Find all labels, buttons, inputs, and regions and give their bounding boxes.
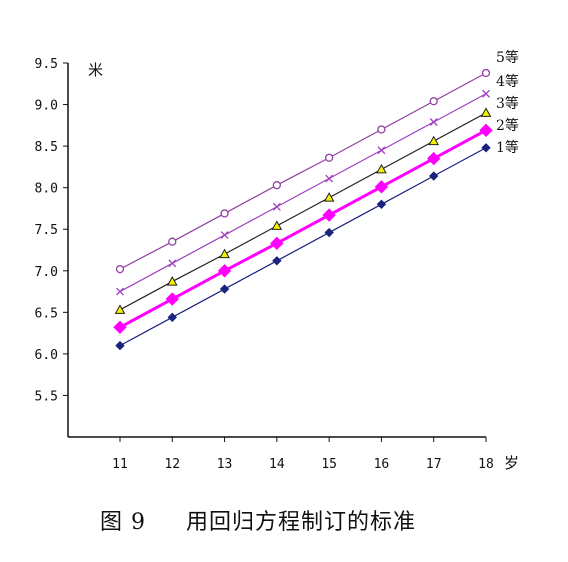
series-1-point <box>219 284 230 294</box>
series-5-point <box>168 237 177 246</box>
x-tick-label: 14 <box>269 457 285 472</box>
series-4-point <box>116 287 124 296</box>
caption-prefix: 图 <box>100 510 124 535</box>
axes: 5.5 6.0 6.5 7.0 7.5 8.0 8.5 9.0 9.5 11 12 13 14 15 16 1… <box>35 57 494 472</box>
marker-stroke <box>377 146 386 155</box>
x-tick-label: 16 <box>374 457 390 472</box>
y-tick-label: 6.5 <box>35 306 58 321</box>
series-2-point <box>322 208 336 222</box>
caption-text: 用回归方程制订的标准 <box>186 510 417 535</box>
series-1-point <box>376 199 387 209</box>
series-4-line <box>119 93 487 293</box>
series-3-point <box>376 163 387 174</box>
series-1-point <box>429 171 439 181</box>
y-tick-label: 8.5 <box>35 140 58 155</box>
marker-stroke <box>429 118 438 126</box>
series-3-point <box>428 135 440 146</box>
line-chart: 5.5 6.0 6.5 7.0 7.5 8.0 8.5 9.0 9.5 11 12 13 14 15 16 1… <box>35 49 520 472</box>
series-1-point <box>167 312 177 323</box>
series-5-point <box>377 125 386 134</box>
series-1-point <box>481 143 491 153</box>
series-2-point <box>270 236 284 251</box>
series-5-point <box>272 181 282 190</box>
legend-label: 1等 <box>496 139 519 156</box>
legend: 1等 2等 3等 4等 5等 <box>496 49 519 156</box>
y-tick-label: 6.0 <box>35 348 58 363</box>
x-axis-label: 岁 <box>504 454 519 472</box>
marker-stroke <box>482 89 490 98</box>
series-5-line <box>119 72 487 270</box>
series-2-point <box>113 320 127 335</box>
series-3-point <box>114 304 126 314</box>
series-2-point <box>217 264 232 278</box>
series-4-point <box>168 259 177 268</box>
figure-caption: 图 9 用回归方程制订的标准 <box>100 504 520 536</box>
legend-label: 2等 <box>496 117 519 134</box>
series-3-point <box>219 248 230 259</box>
marker-stroke <box>116 287 124 296</box>
series-5-point <box>324 153 334 162</box>
series-5-point <box>481 68 491 78</box>
x-tick-label: 12 <box>164 457 180 472</box>
series-2-point <box>427 151 441 166</box>
marker-stroke <box>325 174 334 183</box>
y-tick-label: 9.5 <box>35 57 58 72</box>
y-tick-label: 9.0 <box>35 99 58 114</box>
x-tick-label: 15 <box>321 457 337 472</box>
series-2-line <box>119 129 487 329</box>
series-2-point <box>165 292 179 306</box>
series-3-point <box>480 107 492 117</box>
y-tick-label: 5.5 <box>35 389 58 404</box>
series-4-point <box>482 89 490 98</box>
legend-label: 3等 <box>496 95 519 112</box>
x-tick-label: 18 <box>478 457 494 472</box>
series-3-line <box>119 112 487 311</box>
x-tick-label: 17 <box>426 457 442 472</box>
caption-number: 9 <box>131 510 147 535</box>
legend-label: 4等 <box>496 73 519 90</box>
marker-stroke <box>220 231 229 239</box>
y-tick-label: 7.5 <box>35 223 58 238</box>
series-3-point <box>166 276 178 286</box>
series-3-point <box>271 220 283 230</box>
series-5-point <box>115 264 125 274</box>
marker-stroke <box>272 202 281 211</box>
y-tick-label: 8.0 <box>35 182 58 197</box>
series-2-point <box>479 123 493 138</box>
series-4-point <box>325 174 334 183</box>
series-4-point <box>429 118 438 126</box>
series-5-point <box>429 97 438 106</box>
series-4-point <box>220 231 229 239</box>
series-group <box>113 68 493 351</box>
series-2-point <box>374 180 389 194</box>
series-4-point <box>377 146 386 155</box>
x-tick-label: 11 <box>112 457 128 472</box>
series-3-point <box>323 192 335 202</box>
y-axis-label: 米 <box>88 61 103 79</box>
series-4-point <box>272 202 281 211</box>
legend-label: 5等 <box>496 49 519 66</box>
marker-stroke <box>168 259 177 268</box>
series-5-point <box>220 209 229 218</box>
series-1-line <box>119 147 487 347</box>
y-tick-label: 7.0 <box>35 265 58 280</box>
series-1-point <box>115 340 125 351</box>
series-1-point <box>324 227 334 238</box>
x-tick-label: 13 <box>217 457 233 472</box>
series-1-point <box>272 256 282 266</box>
